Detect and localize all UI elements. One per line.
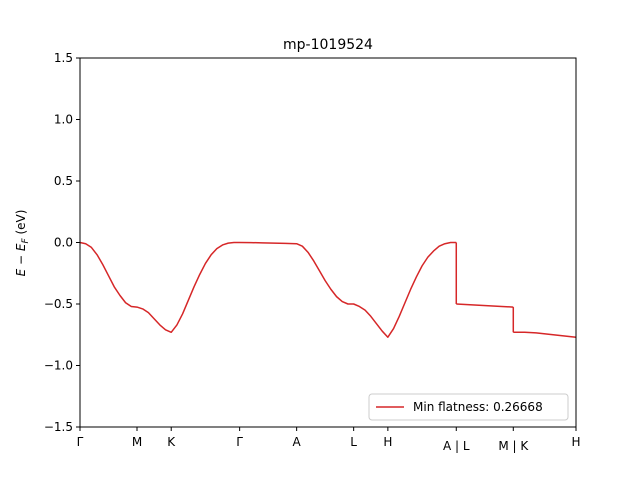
y-axis-label-subscript: F [21, 238, 31, 244]
y-tick-label: −0.5 [44, 297, 73, 311]
legend-box [368, 393, 569, 421]
plot-frame [79, 57, 577, 428]
y-tick-label: −1.5 [44, 420, 73, 434]
x-tick-label: K [167, 435, 176, 449]
y-axis-label-main: E − E [14, 243, 28, 276]
series-line [456, 303, 514, 308]
series-line [79, 241, 457, 338]
y-tick-label: −1.0 [44, 359, 73, 373]
plot-area [79, 241, 577, 338]
y-axis-label: E − EF (eV) [14, 210, 31, 277]
legend: Min flatness: 0.26668 [368, 393, 569, 421]
x-axis-ticks: Γ M K Γ A L H A | L M | K H [77, 427, 581, 453]
chart-title: mp-1019524 [283, 37, 373, 53]
x-tick-label: H [571, 435, 580, 449]
x-tick-label: Γ [236, 435, 243, 449]
x-tick-label: M [132, 435, 142, 449]
y-tick-label: 0.0 [54, 236, 73, 250]
x-tick-label: A [293, 435, 302, 449]
x-tick-label: H [383, 435, 392, 449]
x-tick-label: M | K [498, 439, 529, 453]
series-line [513, 331, 577, 338]
y-tick-label: 0.5 [54, 174, 73, 188]
y-axis-label-unit: (eV) [14, 210, 28, 239]
x-tick-label: L [350, 435, 357, 449]
y-tick-label: 1.5 [54, 51, 73, 65]
y-axis-ticks: 1.5 1.0 0.5 0.0 −0.5 −1.0 −1.5 [44, 51, 80, 434]
y-tick-label: 1.0 [54, 113, 73, 127]
x-tick-label: Γ [77, 435, 84, 449]
legend-label: Min flatness: 0.26668 [413, 400, 543, 414]
x-tick-label: A | L [443, 439, 470, 453]
